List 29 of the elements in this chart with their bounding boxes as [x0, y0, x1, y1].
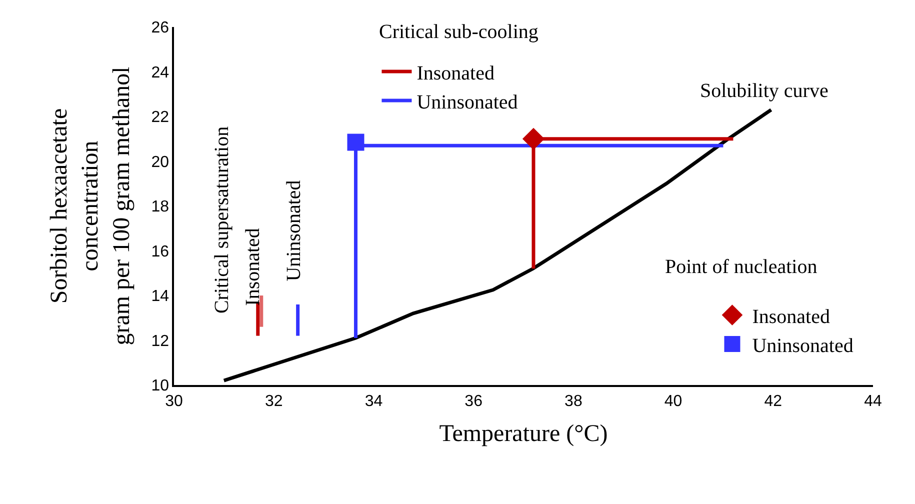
x-tick-label: 40	[664, 392, 682, 410]
y-tick-label: 20	[151, 154, 170, 171]
x-tick-label: 30	[165, 392, 183, 410]
annotation: Uninsonated	[283, 180, 306, 282]
y-tick-label: 26	[151, 20, 170, 37]
x-tick-label: 42	[764, 392, 782, 410]
legend-label: Uninsonated	[416, 91, 518, 114]
annotation: Critical sub-cooling	[379, 21, 538, 43]
y-tick-label: 22	[151, 109, 170, 126]
y-axis-title: Sorbitol hexaacetate concentration gram per 100 gram methanol	[46, 66, 135, 346]
y-tick-label: 14	[151, 288, 170, 306]
legend-label: Uninsonated	[752, 334, 854, 357]
x-tick-label: 44	[864, 392, 882, 410]
y-tick-label: 12	[151, 332, 170, 350]
x-axis-title: Temperature (°C)	[439, 420, 608, 447]
y-tick-label: 16	[151, 243, 170, 260]
annotation: Point of nucleation	[665, 256, 818, 278]
y-tick-label: 24	[151, 64, 170, 82]
y-tick-label: 18	[151, 198, 170, 216]
x-tick-label: 36	[464, 392, 483, 410]
legend-label: Insonated	[752, 306, 830, 328]
x-tick-label: 34	[364, 392, 383, 410]
annotation: Critical supersaturation	[210, 126, 233, 314]
annotation: Insonated	[242, 228, 264, 306]
x-tick-label: 38	[564, 392, 582, 410]
x-tick-label: 32	[264, 392, 283, 410]
y-tick-label: 10	[151, 378, 170, 395]
annotation: Solubility curve	[700, 80, 828, 102]
legend-label: Insonated	[416, 62, 494, 84]
